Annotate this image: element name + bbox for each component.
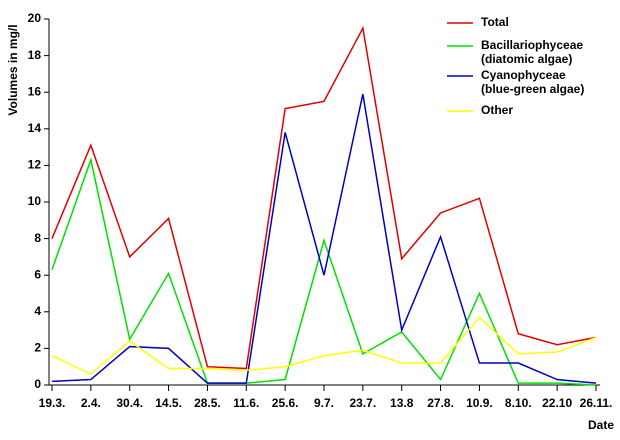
y-tick-label: 12 [28, 158, 42, 172]
series-line [51, 157, 597, 386]
legend-label: Total [481, 15, 509, 29]
x-tick-label: 2.4. [81, 396, 101, 410]
y-tick-label: 16 [28, 84, 42, 98]
x-tick-label: 10.9. [466, 396, 493, 410]
y-tick-label: 18 [28, 48, 42, 62]
x-tick-label: 11.6. [233, 396, 259, 410]
series-line [51, 93, 597, 384]
y-tick-label: 8 [34, 231, 41, 245]
y-tick-label: 0 [34, 377, 41, 391]
y-tick-label: 4 [34, 304, 41, 318]
x-tick-label: 25.6. [272, 396, 299, 410]
x-tick-label: 8.10. [505, 396, 532, 410]
x-axis-label: Date [588, 418, 614, 432]
x-tick-label: 28.5. [194, 396, 221, 410]
x-tick-label: 9.7. [314, 396, 334, 410]
series-line [51, 25, 597, 370]
y-axis-label: Volumes in mg/l [6, 24, 20, 115]
x-tick-label: 30.4. [116, 396, 143, 410]
y-tick-label: 2 [34, 341, 41, 355]
series-line [51, 316, 597, 375]
y-tick-label: 20 [28, 11, 42, 25]
x-tick-label: 14.5. [155, 396, 182, 410]
legend-label: Other [481, 103, 513, 117]
x-tick-label: 19.3. [39, 396, 66, 410]
x-tick-label: 13.8 [390, 396, 414, 410]
x-tick-label: 23.7. [350, 396, 377, 410]
y-tick-label: 14 [28, 121, 42, 135]
x-tick-label: 26.11. [580, 396, 613, 410]
legend-label: Cyanophyceae (blue-green algae) [481, 68, 584, 96]
y-tick-label: 6 [34, 267, 41, 281]
y-tick-label: 10 [28, 194, 42, 208]
legend-label: Bacillariophyceae (diatomic algae) [481, 38, 583, 66]
x-tick-label: 27.8. [427, 396, 454, 410]
x-tick-label: 22.10 [542, 396, 572, 410]
